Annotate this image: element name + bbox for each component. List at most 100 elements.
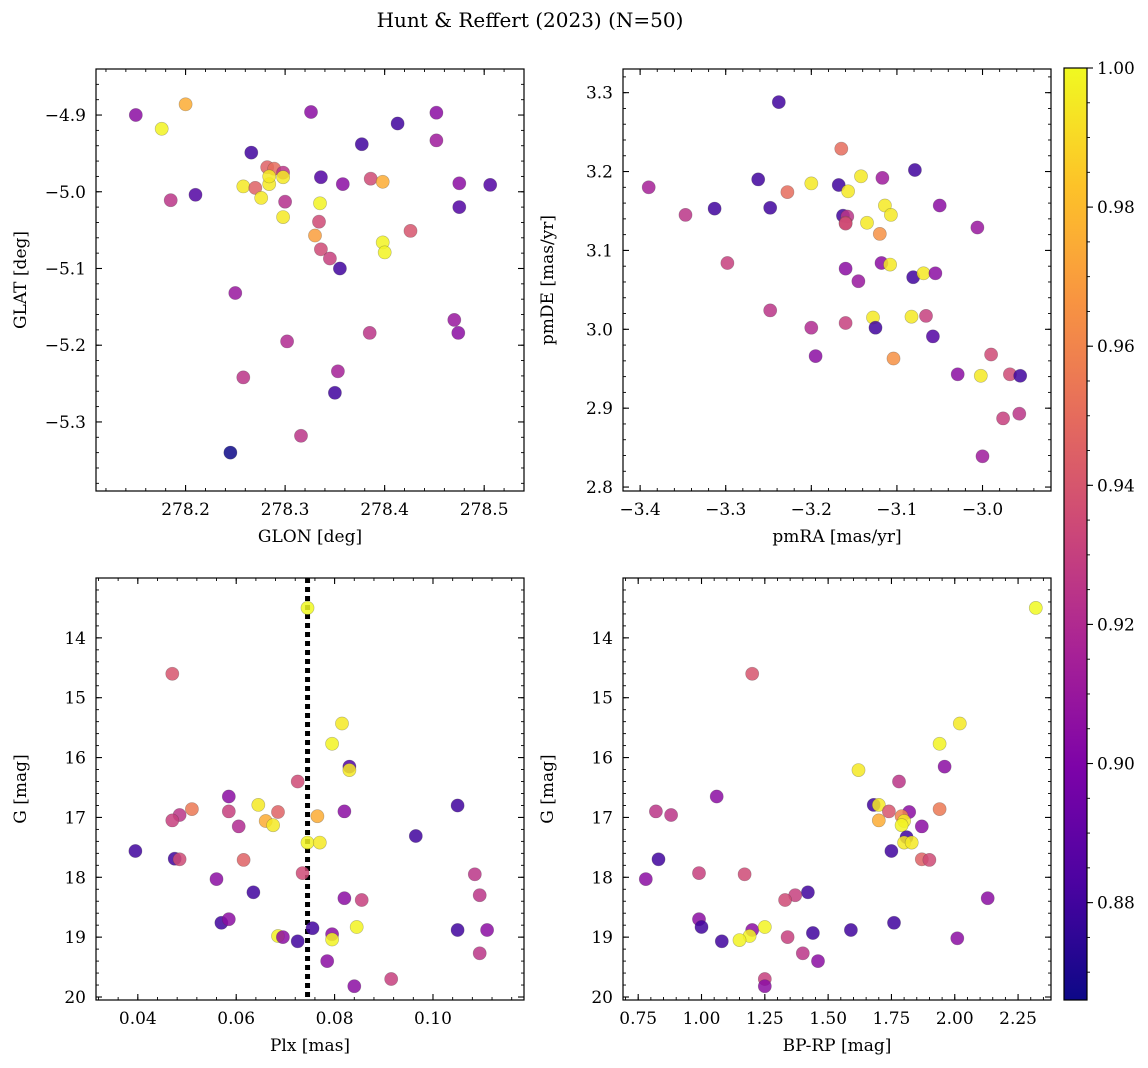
scatter-point: [771, 95, 786, 109]
scatter-point: [325, 932, 339, 947]
scatter-point: [678, 207, 693, 222]
x-tick-label: 0.10: [414, 1009, 452, 1029]
scatter-point: [244, 145, 259, 160]
scatter-point: [377, 245, 392, 260]
scatter-point: [362, 325, 377, 340]
scatter-point: [838, 216, 853, 231]
scatter-point: [275, 930, 290, 944]
scatter-point: [313, 170, 328, 185]
scatter-point: [312, 835, 327, 850]
scatter-point: [838, 316, 853, 330]
scatter-point: [452, 176, 467, 191]
scatter-point: [280, 334, 294, 349]
scatter-point: [231, 819, 246, 834]
scatter-point: [305, 921, 320, 936]
scatter-point: [332, 261, 347, 276]
scatter-point: [320, 954, 335, 968]
y-tick-label: 20: [591, 988, 613, 1008]
scatter-point: [841, 184, 855, 199]
scatter-point: [694, 920, 709, 934]
scatter-point: [757, 979, 772, 994]
scatter-point: [871, 813, 886, 828]
scatter-point: [904, 309, 919, 324]
scatter-point: [707, 201, 722, 216]
x-tick-label: 0.04: [119, 1009, 157, 1029]
scatter-point: [188, 187, 203, 202]
scatter-point: [262, 169, 277, 184]
y-tick-label: 18: [64, 868, 86, 888]
x-tick-label: 0.06: [217, 1009, 255, 1029]
scatter-point: [709, 789, 724, 804]
scatter-point: [1028, 601, 1043, 615]
colorbar-tick-label: 0.90: [1097, 755, 1135, 775]
x-tick-label: 1.50: [809, 1009, 847, 1029]
scatter-point: [472, 946, 487, 961]
scatter-point: [221, 912, 236, 927]
x-tick-label: 278.5: [460, 500, 509, 520]
scatter-point: [450, 923, 465, 937]
scatter-point: [223, 445, 238, 460]
scatter-point: [276, 170, 290, 185]
colorbar-tick-label: 0.94: [1097, 476, 1135, 496]
scatter-point: [806, 926, 820, 940]
scatter-point: [178, 97, 193, 112]
x-tick-label: 2.00: [936, 1009, 974, 1029]
scatter-point: [313, 242, 328, 257]
scatter-point: [347, 979, 362, 994]
scatter-panel-glon-glat: 278.2 278.3 278.4 278.5 −4.9 −5.0 −5.1 −5.2 −5.3…: [11, 68, 525, 547]
scatter-point: [290, 774, 305, 789]
axes-frame: [622, 68, 1052, 492]
scatter-point: [308, 228, 322, 243]
axes-frame: [95, 577, 525, 1001]
x-tick-label: 1.00: [683, 1009, 721, 1029]
y-tick-label: 15: [591, 689, 613, 709]
scatter-point: [928, 266, 943, 281]
scatter-point: [763, 200, 778, 215]
scatter-point: [932, 198, 947, 213]
scatter-point: [271, 805, 285, 819]
figure-title: Hunt & Reffert (2023) (N=50): [377, 8, 684, 32]
scatter-point: [851, 763, 866, 777]
colorbar-tick-label: 0.98: [1097, 198, 1135, 218]
y-tick-label: 18: [591, 868, 613, 888]
x-tick-label: 1.75: [873, 1009, 911, 1029]
scatter-point: [919, 308, 933, 323]
scatter-point: [278, 194, 292, 209]
colorbar-tick-label: 1.00: [1097, 59, 1135, 79]
x-axis-label: BP-RP [mag]: [783, 1036, 892, 1056]
scatter-point: [745, 666, 760, 681]
scatter-point: [932, 802, 947, 816]
scatter-point: [447, 312, 462, 327]
scatter-point: [973, 368, 988, 383]
scatter-point: [335, 177, 350, 191]
y-tick-label: −5.0: [45, 183, 86, 203]
scatter-point: [472, 888, 487, 903]
y-tick-label: 17: [64, 808, 86, 828]
scatter-point: [916, 266, 931, 281]
scatter-point: [467, 867, 482, 882]
scatter-point: [1013, 368, 1028, 383]
x-tick-label: −3.0: [962, 500, 1003, 520]
scatter-point: [251, 798, 266, 812]
scatter-point: [363, 171, 378, 186]
scatter-point: [886, 351, 901, 366]
y-tick-label: −5.2: [45, 336, 86, 356]
scatter-point: [354, 137, 369, 152]
x-tick-label: −3.2: [791, 500, 832, 520]
scatter-point: [937, 759, 952, 774]
y-tick-label: −5.1: [45, 259, 86, 279]
scatter-point: [692, 866, 706, 880]
scatter-point: [128, 108, 143, 122]
scatter-point: [804, 320, 819, 335]
scatter-point: [878, 198, 892, 213]
x-tick-label: 2.25: [999, 1009, 1037, 1029]
y-tick-label: 16: [64, 749, 86, 769]
scatter-point: [894, 818, 909, 833]
scatter-point: [254, 190, 269, 205]
scatter-point: [184, 802, 199, 816]
scatter-point: [871, 798, 886, 812]
scatter-point: [450, 798, 465, 813]
y-tick-label: −5.3: [45, 413, 86, 433]
y-tick-label: 3.0: [586, 320, 613, 340]
scatter-point: [641, 180, 656, 195]
